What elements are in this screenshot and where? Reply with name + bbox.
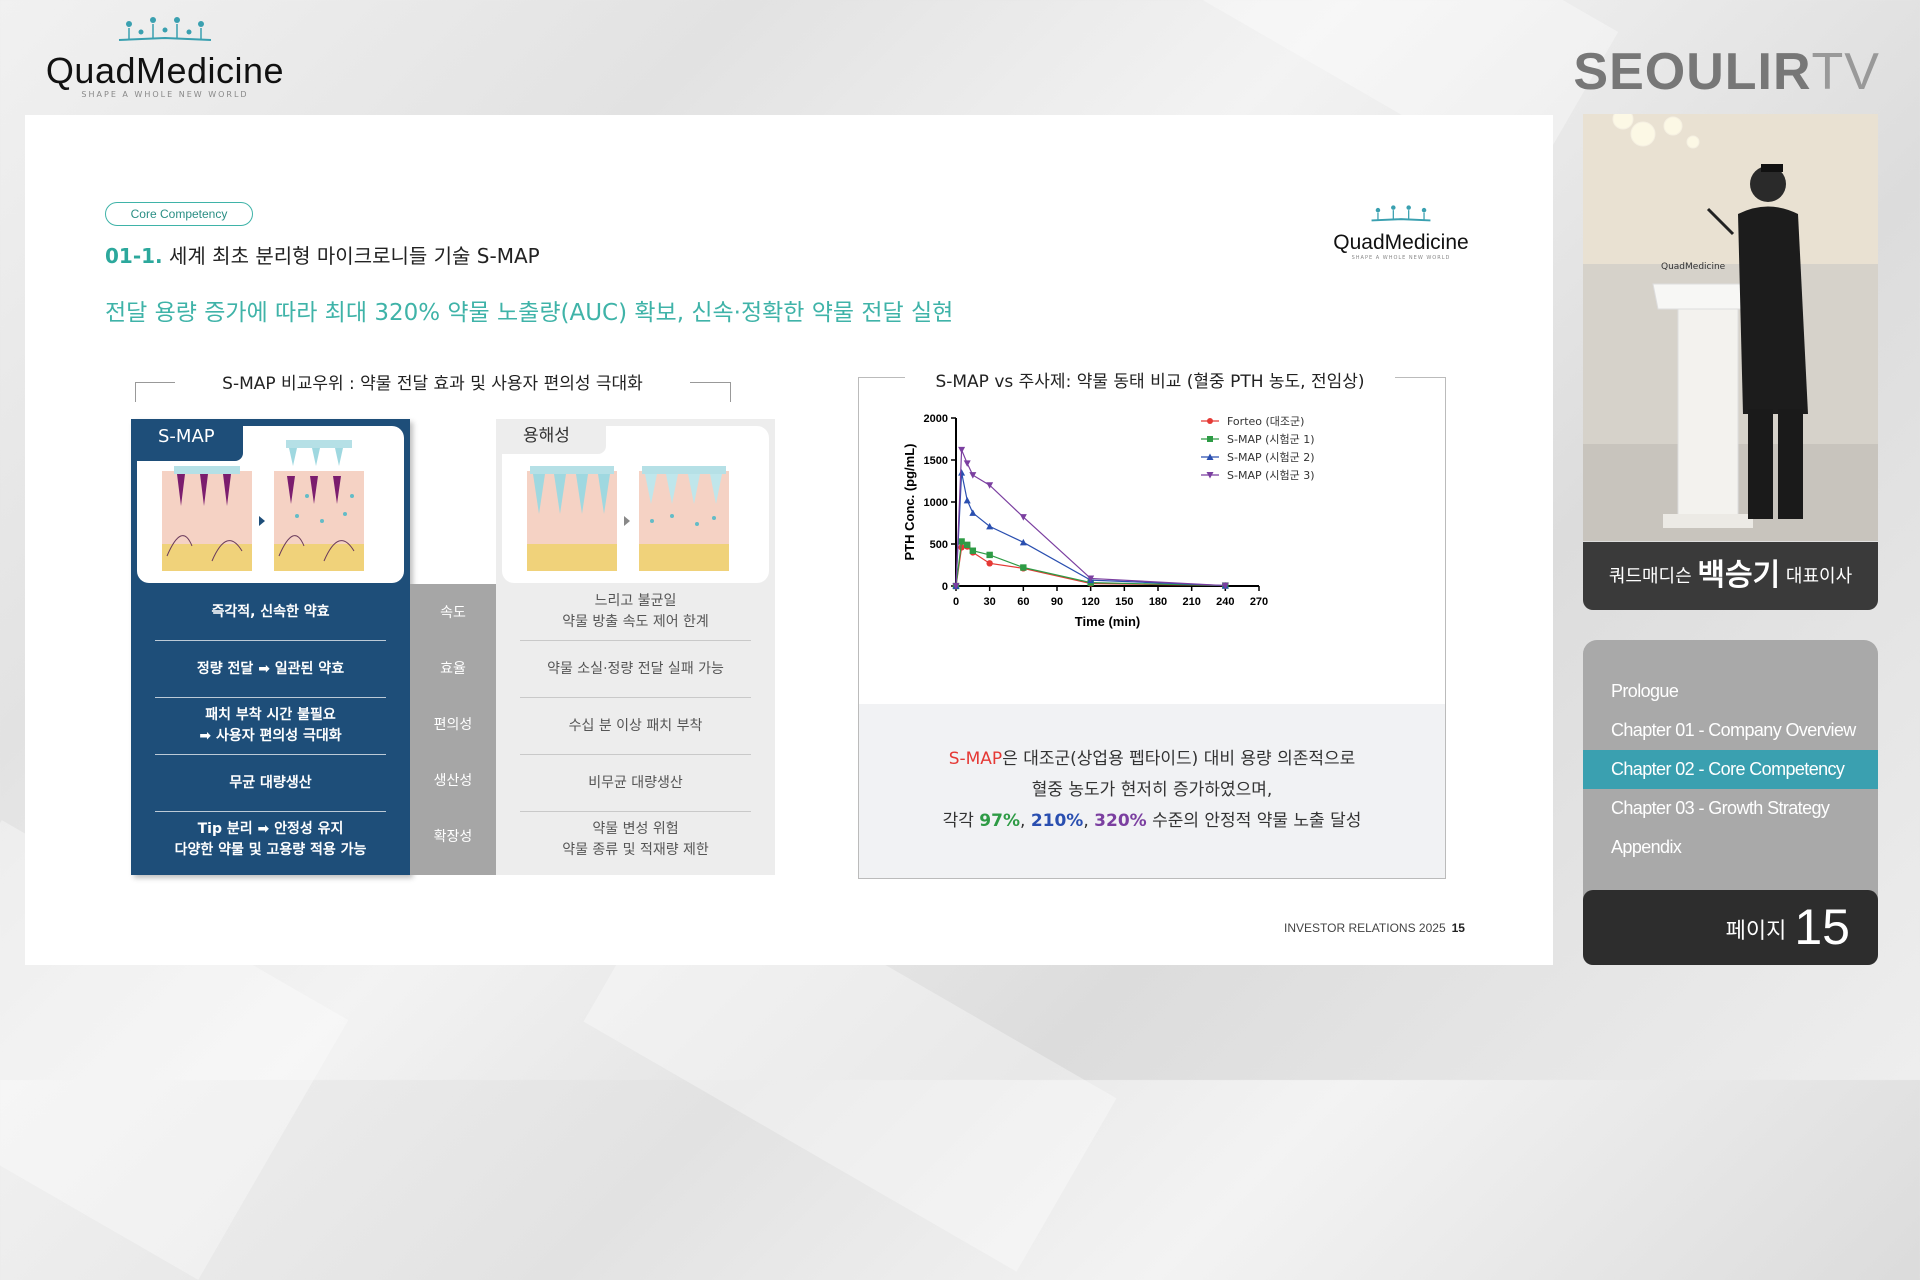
data-point [958,538,965,545]
x-tick-label: 180 [1149,596,1167,608]
chapter-item[interactable]: Chapter 03 - Growth Strategy [1611,798,1830,818]
legend-label: S-MAP (시험군 2) [1227,451,1315,464]
speaker-caption: 쿼드매디슨 백승기 대표이사 [1583,542,1878,610]
slide-footer: INVESTOR RELATIONS 2025 15 [1284,921,1465,935]
category-label: 속도 [440,605,466,621]
smap-tab-label: S-MAP [158,426,215,447]
x-tick-label: 0 [953,596,959,608]
logo-mark-icon [118,17,212,41]
data-point [958,446,966,454]
dissolving-column: 용해성 느리고 불균일 약물 방출 속도 제어 한계 약물 소실·정량 전달 실패 … [496,419,775,875]
dissolving-feature-row: 약물 변성 위험 약물 종류 및 적재량 제한 [562,821,709,858]
data-point [1221,582,1229,590]
y-tick-label: 500 [930,539,948,551]
x-tick-label: 30 [984,596,996,608]
chart-summary: S-MAP은 대조군(상업용 펩타이드) 대비 용량 의존적으로 혈중 농도가 … [859,704,1445,878]
data-point [969,472,977,479]
quadmedicine-logo: QuadMedicine SHAPE A WHOLE NEW WORLD [45,12,285,107]
data-point [1087,575,1095,582]
x-tick-label: 240 [1216,596,1234,608]
slide-logo: QuadMedicine SHAPE A WHOLE NEW WORLD [1321,201,1481,261]
category-label: 확장성 [433,829,473,845]
legend-label: S-MAP (시험군 3) [1227,469,1315,482]
chapter-item[interactable]: Chapter 01 - Company Overview [1611,720,1856,740]
y-tick-label: 0 [942,581,948,593]
x-tick-label: 150 [1115,596,1133,608]
legend-marker [1207,436,1213,442]
dissolving-feature-row: 느리고 불균일 약물 방출 속도 제어 한계 [520,584,751,641]
brand-name: QuadMedicine [45,50,285,91]
data-point [986,551,993,559]
data-point [969,509,977,516]
x-tick-label: 120 [1081,596,1099,608]
speaker-video: QuadMedicine [1583,114,1878,541]
left-section-title: S-MAP 비교우위 : 약물 전달 효과 및 사용자 편의성 극대화 [222,374,643,394]
y-tick-label: 2000 [924,413,948,425]
brand-tagline: SHAPE A WHOLE NEW WORLD [81,90,249,99]
y-tick-label: 1500 [924,455,948,467]
broadcaster-logo: SEOULIRTV [1573,43,1880,101]
legend-marker [1207,418,1213,424]
data-point [986,522,994,530]
data-point [986,482,994,489]
data-point [952,583,960,590]
slide-subheading: 전달 용량 증가에 따라 최대 320% 약물 노출량(AUC) 확보, 신속·… [105,300,954,326]
logo-mark-icon [1371,205,1431,222]
legend-marker [1206,472,1214,479]
pk-chart-panel: 0 500 1000 1500 2000 0 30 60 90 120 150 180 210 240 27… [858,377,1446,879]
series-line [955,472,1226,587]
chapter-item[interactable]: Appendix [1611,837,1682,857]
section-pill: Core Competency [105,202,253,226]
data-point [1020,564,1027,571]
legend-marker [1206,453,1214,460]
smap-column: S-MAP 즉각적, 신속한 약효 정량 전달 ➡ 일관된 약효 패치 부착 시간 … [131,419,410,875]
category-label: 생산성 [433,773,473,789]
dissolving-feature-row: 수십 분 이상 패치 부착 [520,698,751,755]
slide-heading: 01-1. 세계 최초 분리형 마이크로니들 기술 S-MAP [105,244,540,268]
smap-feature-row: 즉각적, 신속한 약효 [155,584,386,641]
x-tick-label: 90 [1051,596,1063,608]
category-label: 편의성 [433,717,473,733]
data-point [1019,538,1027,546]
smap-feature-row: 무균 대량생산 [155,755,386,812]
dissolving-feature-row: 비무균 대량생산 [520,755,751,812]
dissolving-tab-label: 용해성 [496,419,606,454]
data-point [963,460,971,467]
dissolving-feature-row: 약물 소실·정량 전달 실패 가능 [520,641,751,698]
legend-label: S-MAP (시험군 1) [1227,433,1315,446]
y-axis-label: PTH Conc. (pg/mL) [902,444,917,561]
right-section-title: S-MAP vs 주사제: 약물 동태 비교 (혈중 PTH 농도, 전임상) [905,367,1395,392]
data-point [958,544,965,551]
data-point [958,469,966,476]
x-tick-label: 270 [1250,596,1268,608]
chapter-item[interactable]: Chapter 02 - Core Competency [1583,750,1878,789]
x-tick-label: 60 [1017,596,1029,608]
category-label: 효율 [440,661,466,677]
legend-label: Forteo (대조군) [1227,415,1304,428]
presentation-slide: Core Competency 01-1. 세계 최초 분리형 마이크로니들 기… [25,115,1553,965]
x-axis-label: Time (min) [1075,614,1141,629]
smap-feature-row: 패치 부착 시간 불필요 ➡ 사용자 편의성 극대화 [155,698,386,755]
smap-feature-row: Tip 분리 ➡ 안정성 유지 다양한 약물 및 고용량 적용 가능 [174,821,367,858]
data-point [986,560,993,567]
x-tick-label: 210 [1182,596,1200,608]
data-point [969,547,977,554]
data-point [963,496,971,504]
data-point [1019,514,1027,521]
smap-illustration [137,426,404,583]
podium-logo: QuadMedicine [1661,262,1726,272]
y-tick-label: 1000 [924,497,948,509]
chapter-item[interactable]: Prologue [1611,681,1679,701]
pth-concentration-chart: 0 500 1000 1500 2000 0 30 60 90 120 150 180 210 240 27… [902,413,1315,629]
smap-feature-row: 정량 전달 ➡ 일관된 약효 [155,641,386,698]
series-line [955,449,1226,587]
data-point [964,541,971,549]
page-indicator: 페이지 15 [1583,890,1878,965]
chapter-list: Prologue Chapter 01 - Company Overview Cha… [1583,640,1878,900]
